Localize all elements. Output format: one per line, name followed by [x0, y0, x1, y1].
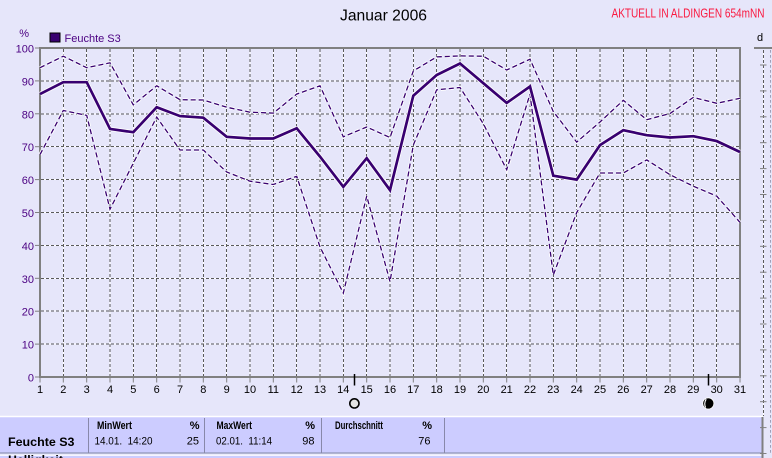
svg-text:76: 76 — [418, 436, 430, 448]
svg-text:7: 7 — [177, 384, 183, 396]
svg-text:98: 98 — [302, 436, 314, 448]
svg-text:5: 5 — [130, 384, 136, 396]
svg-text:14: 14 — [337, 384, 349, 396]
svg-text:21: 21 — [501, 384, 513, 396]
svg-text:90: 90 — [22, 76, 34, 88]
svg-text:14.01. 14:20: 14.01. 14:20 — [95, 436, 153, 448]
svg-text:Feuchte S3: Feuchte S3 — [8, 435, 75, 449]
svg-text:9: 9 — [224, 384, 230, 396]
svg-text:20: 20 — [22, 307, 34, 319]
svg-text:Feuchte S3: Feuchte S3 — [65, 33, 121, 45]
svg-text:12: 12 — [291, 384, 303, 396]
svg-text:4: 4 — [107, 384, 113, 396]
svg-text:30: 30 — [711, 384, 723, 396]
svg-text:02.01. 11:14: 02.01. 11:14 — [216, 436, 272, 448]
svg-text:22: 22 — [524, 384, 536, 396]
svg-text:d: d — [757, 32, 763, 44]
svg-text:100: 100 — [16, 44, 34, 56]
svg-text:24: 24 — [571, 384, 583, 396]
svg-text:17: 17 — [407, 384, 419, 396]
svg-text:AKTUELL IN ALDINGEN 654mNN: AKTUELL IN ALDINGEN 654mNN — [612, 6, 765, 20]
svg-text:80: 80 — [22, 109, 34, 121]
svg-text:16: 16 — [384, 384, 396, 396]
svg-text:MaxWert: MaxWert — [217, 420, 253, 432]
svg-text:30: 30 — [22, 274, 34, 286]
svg-text:60: 60 — [22, 175, 34, 187]
svg-text:0: 0 — [28, 373, 34, 385]
svg-text:%: % — [305, 420, 315, 432]
svg-text:%: % — [422, 420, 432, 432]
svg-text:%: % — [190, 420, 200, 432]
svg-text:70: 70 — [22, 142, 34, 154]
svg-text:Helligkeit: Helligkeit — [8, 453, 63, 458]
svg-text:26: 26 — [617, 384, 629, 396]
svg-text:6: 6 — [154, 384, 160, 396]
svg-text:10: 10 — [244, 384, 256, 396]
svg-text:20: 20 — [477, 384, 489, 396]
svg-text:11: 11 — [268, 384, 279, 396]
svg-text:25: 25 — [594, 384, 606, 396]
svg-text:29: 29 — [687, 384, 699, 396]
svg-text:13: 13 — [314, 384, 326, 396]
svg-text:Januar 2006: Januar 2006 — [340, 8, 427, 25]
svg-text:8: 8 — [200, 384, 206, 396]
svg-text:40: 40 — [22, 241, 34, 253]
svg-text:10: 10 — [22, 340, 34, 352]
svg-text:31: 31 — [734, 384, 746, 396]
svg-text:19: 19 — [454, 384, 466, 396]
svg-text:Durchschnitt: Durchschnitt — [335, 420, 383, 432]
svg-text:3: 3 — [84, 384, 90, 396]
svg-text:15: 15 — [361, 384, 373, 396]
svg-text:18: 18 — [431, 384, 443, 396]
svg-text:28: 28 — [664, 384, 676, 396]
svg-text:50: 50 — [22, 208, 34, 220]
svg-text:27: 27 — [641, 384, 653, 396]
svg-text:23: 23 — [547, 384, 559, 396]
svg-text:%: % — [19, 28, 29, 40]
svg-text:25: 25 — [187, 436, 199, 448]
svg-text:2: 2 — [60, 384, 66, 396]
svg-text:1: 1 — [37, 384, 43, 396]
svg-text:MinWert: MinWert — [97, 420, 132, 432]
